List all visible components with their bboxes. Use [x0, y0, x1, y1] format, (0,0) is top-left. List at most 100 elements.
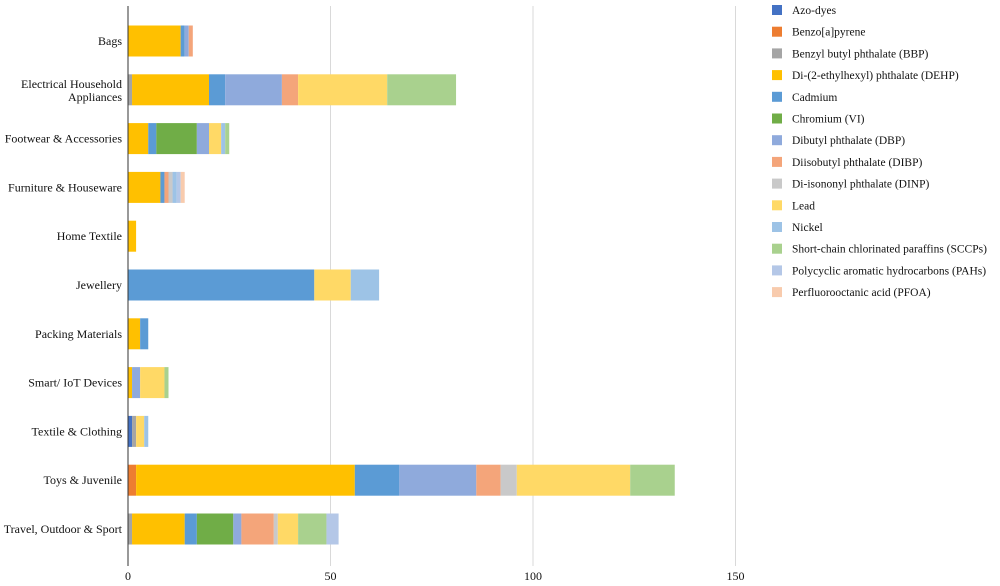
- bar-segment: [184, 25, 189, 57]
- category-label: Textile & Clothing: [32, 424, 123, 438]
- bar-segment: [164, 171, 169, 203]
- legend-entry: Cadmium: [792, 92, 837, 104]
- bar-segment: [128, 220, 137, 252]
- bars-area: [128, 25, 675, 545]
- bar-segment: [298, 74, 388, 106]
- legend-swatch: [772, 26, 782, 37]
- bar-segment: [136, 464, 355, 496]
- legend-swatch: [772, 156, 782, 167]
- bar-segment: [630, 464, 675, 496]
- bar-segment: [180, 25, 185, 57]
- legend-entry: Dibutyl phthalate (DBP): [792, 135, 905, 147]
- bar-segment: [314, 269, 351, 301]
- bar-segment: [500, 464, 517, 496]
- bar-segment: [350, 269, 380, 301]
- bar-segment: [273, 513, 278, 545]
- legend-entry: Azo-dyes: [792, 5, 837, 17]
- category-label: Footwear & Accessories: [5, 132, 123, 146]
- bar-segment: [128, 123, 149, 155]
- legend-entry: Nickel: [792, 222, 823, 234]
- x-tick-label: 150: [727, 569, 745, 583]
- category-label: Travel, Outdoor & Sport: [4, 522, 123, 536]
- bar-segment: [399, 464, 477, 496]
- bar-segment: [387, 74, 457, 106]
- bar-segment: [140, 367, 165, 399]
- bar-segment: [281, 74, 299, 106]
- bar-segment: [221, 123, 226, 155]
- legend-swatch: [772, 113, 782, 124]
- bar-segment: [160, 171, 165, 203]
- bar-segment: [128, 25, 181, 57]
- bar-segment: [326, 513, 339, 545]
- legend-entry: Benzyl butyl phthalate (BBP): [792, 48, 929, 60]
- bar-segment: [132, 367, 141, 399]
- x-tick-label: 50: [325, 569, 337, 583]
- legend-swatch: [772, 91, 782, 102]
- category-label: Bags: [98, 34, 122, 48]
- bar-segment: [144, 415, 149, 447]
- legend-swatch: [772, 200, 782, 211]
- bar-segment: [233, 513, 242, 545]
- category-label: Home Textile: [57, 229, 122, 243]
- legend-swatch: [772, 287, 782, 298]
- category-label: Toys & Juvenile: [44, 473, 123, 487]
- bar-segment: [140, 318, 149, 350]
- legend-entry: Lead: [792, 200, 815, 212]
- legend-swatch: [772, 243, 782, 254]
- bar-segment: [128, 464, 137, 496]
- legend-swatch: [772, 135, 782, 146]
- bar-segment: [128, 367, 133, 399]
- legend-swatch: [772, 222, 782, 232]
- bar-segment: [132, 513, 185, 545]
- category-labels: Bags Electrical Household Appliances Footwe…: [4, 34, 123, 536]
- bar-segment: [128, 415, 133, 447]
- bar-segment: [241, 513, 274, 545]
- legend-swatch: [772, 178, 782, 189]
- bar-segment: [516, 464, 631, 496]
- legend-entry: Polycyclic aromatic hydrocarbons (PAHs): [792, 265, 986, 277]
- legend-entry: Short-chain chlorinated paraffins (SCCPs…: [792, 244, 987, 256]
- bar-segment: [156, 123, 197, 155]
- bar-segment: [136, 415, 145, 447]
- legend-swatch: [772, 5, 782, 15]
- bar-segment: [172, 171, 177, 203]
- legend-swatch: [772, 265, 782, 276]
- bar-segment: [209, 123, 222, 155]
- bar-segment: [132, 415, 137, 447]
- bar-segment: [277, 513, 299, 545]
- bar-segment: [176, 171, 181, 203]
- bar-segment: [225, 123, 230, 155]
- category-label: Furniture & Houseware: [8, 180, 122, 194]
- x-tick-labels: 0 50 100 150: [125, 569, 745, 583]
- legend-entry: Benzo[a]pyrene: [792, 27, 865, 39]
- legend-swatch: [772, 70, 782, 81]
- legend-entry: Di-isononyl phthalate (DINP): [792, 179, 930, 191]
- bar-segment: [148, 123, 157, 155]
- x-tick-label: 0: [125, 569, 131, 583]
- bar-segment: [164, 367, 169, 399]
- bar-segment: [354, 464, 400, 496]
- bar-segment: [128, 513, 133, 545]
- bar-segment: [196, 513, 234, 545]
- legend-entry: Diisobutyl phthalate (DIBP): [792, 157, 922, 169]
- bar-segment: [128, 269, 315, 301]
- legend-entry: Chromium (VI): [792, 114, 865, 126]
- bar-segment: [132, 74, 209, 106]
- bar-segment: [476, 464, 501, 496]
- category-label: Electrical Household Appliances: [21, 77, 122, 104]
- category-label: Jewellery: [76, 278, 122, 292]
- legend-entry: Di-(2-ethylhexyl) phthalate (DEHP): [792, 70, 959, 82]
- bar-segment: [128, 171, 161, 203]
- legend-swatch: [772, 48, 782, 59]
- category-label: Packing Materials: [35, 327, 122, 341]
- bar-segment: [209, 74, 226, 106]
- bar-segment: [168, 171, 173, 203]
- bar-segment: [196, 123, 209, 155]
- legend-entry: Perfluorooctanic acid (PFOA): [792, 287, 931, 299]
- bar-segment: [298, 513, 327, 545]
- bar-segment: [128, 74, 133, 106]
- bar-segment: [128, 318, 141, 350]
- legend: Azo-dyes Benzo[a]pyrene Benzyl butyl phtha…: [772, 5, 987, 299]
- x-tick-label: 100: [524, 569, 542, 583]
